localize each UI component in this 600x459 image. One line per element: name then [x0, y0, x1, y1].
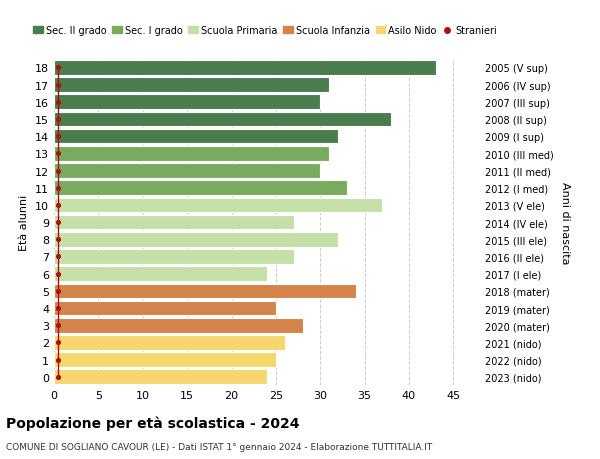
Bar [54, 95, 320, 110]
Point [53, 253, 63, 261]
Point [53, 133, 63, 140]
Point [53, 236, 63, 243]
Point [53, 82, 63, 89]
Point [53, 339, 63, 347]
Y-axis label: Età alunni: Età alunni [19, 195, 29, 251]
Bar [54, 61, 436, 76]
Point [53, 116, 63, 123]
Point [53, 202, 63, 209]
Bar [54, 284, 356, 298]
Text: Popolazione per età scolastica - 2024: Popolazione per età scolastica - 2024 [6, 415, 299, 430]
Bar [54, 129, 338, 144]
Bar [54, 301, 276, 316]
Point [53, 270, 63, 278]
Point [53, 65, 63, 72]
Legend: Sec. II grado, Sec. I grado, Scuola Primaria, Scuola Infanzia, Asilo Nido, Stran: Sec. II grado, Sec. I grado, Scuola Prim… [29, 22, 500, 40]
Bar [54, 112, 391, 127]
Point [53, 168, 63, 175]
Bar [54, 318, 302, 333]
Bar [54, 336, 285, 350]
Y-axis label: Anni di nascita: Anni di nascita [560, 181, 570, 264]
Bar [54, 232, 338, 247]
Point [53, 151, 63, 158]
Point [53, 99, 63, 106]
Bar [54, 78, 329, 93]
Bar [54, 353, 276, 367]
Bar [54, 215, 293, 230]
Point [53, 356, 63, 364]
Bar [54, 147, 329, 161]
Bar [54, 181, 347, 196]
Point [53, 185, 63, 192]
Bar [54, 369, 267, 384]
Bar [54, 250, 293, 264]
Bar [54, 198, 382, 213]
Bar [54, 267, 267, 281]
Bar [54, 164, 320, 179]
Point [53, 219, 63, 226]
Point [53, 287, 63, 295]
Point [53, 322, 63, 329]
Text: COMUNE DI SOGLIANO CAVOUR (LE) - Dati ISTAT 1° gennaio 2024 - Elaborazione TUTTI: COMUNE DI SOGLIANO CAVOUR (LE) - Dati IS… [6, 442, 432, 451]
Point [53, 373, 63, 381]
Point [53, 305, 63, 312]
